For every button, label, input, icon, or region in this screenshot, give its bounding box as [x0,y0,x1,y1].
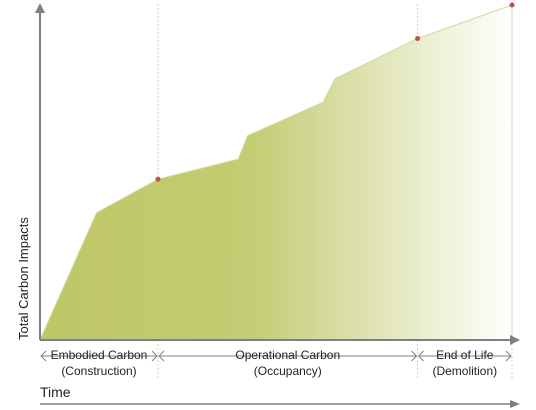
phase-sublabel: (Demolition) [432,364,497,378]
time-label: Time [40,384,71,400]
data-markers [155,2,515,182]
phase-arrowhead-icon [505,350,512,362]
y-axis-label: Total Carbon Impacts [16,217,31,340]
phase-sublabel: (Construction) [61,364,136,378]
y-axis-arrow-icon [35,3,45,13]
phase-label: Operational Carbon [235,348,340,362]
phase-label: Embodied Carbon [51,348,148,362]
time-arrow-icon [510,400,520,408]
carbon-area [39,4,513,341]
phase-arrowhead-icon [158,350,165,362]
data-point-marker [155,176,161,182]
phase-label: End of Life [436,348,494,362]
x-axis-arrow-icon [510,335,520,345]
data-point-marker [415,36,421,41]
phase-arrowhead-icon [40,350,47,362]
phase-bar: Embodied Carbon (Construction) Operational… [40,348,512,378]
phase-arrowhead-icon [151,350,158,362]
data-point-marker [509,2,515,8]
phase-sublabel: (Occupancy) [254,364,322,378]
phase-arrowhead-icon [411,350,418,362]
phase-arrowhead-icon [417,350,424,362]
